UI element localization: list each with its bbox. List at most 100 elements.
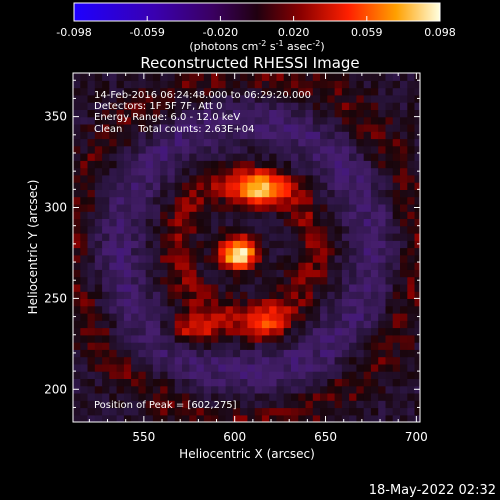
- heatmap-cell: [102, 407, 110, 416]
- heatmap-cell: [160, 240, 169, 249]
- heatmap-cell: [320, 400, 328, 409]
- heatmap-cell: [174, 109, 183, 118]
- heatmap-cell: [276, 414, 285, 422]
- heatmap-cell: [414, 145, 420, 154]
- heatmap-cell: [247, 203, 256, 212]
- heatmap-cell: [414, 414, 420, 422]
- heatmap-cell: [73, 211, 81, 219]
- heatmap-cell: [320, 312, 328, 321]
- heatmap-cell: [334, 109, 343, 118]
- heatmap-cell: [189, 356, 198, 365]
- heatmap-cell: [298, 131, 307, 140]
- heatmap-cell: [109, 298, 118, 307]
- heatmap-cell: [385, 218, 394, 227]
- heatmap-cell: [189, 334, 198, 343]
- heatmap-cell: [312, 80, 321, 89]
- heatmap-cell: [269, 240, 278, 249]
- heatmap-cell: [94, 94, 103, 103]
- heatmap-cell: [102, 356, 110, 365]
- heatmap-cell: [145, 378, 154, 387]
- heatmap-cell: [312, 378, 321, 387]
- heatmap-cell: [160, 283, 169, 292]
- heatmap-cell: [182, 240, 190, 249]
- heatmap-cell: [73, 349, 81, 358]
- heatmap-cell: [305, 174, 314, 183]
- heatmap-cell: [407, 138, 416, 147]
- heatmap-cell: [349, 276, 357, 285]
- heatmap-cell: [232, 138, 241, 147]
- heatmap-cell: [269, 160, 278, 169]
- heatmap-cell: [196, 189, 205, 198]
- heatmap-cell: [254, 94, 263, 103]
- heatmap-cell: [407, 414, 416, 422]
- heatmap-cell: [312, 94, 321, 103]
- heatmap-cell: [80, 342, 89, 350]
- heatmap-cell: [174, 269, 183, 278]
- heatmap-cell: [218, 327, 227, 336]
- heatmap-cell: [247, 385, 256, 394]
- heatmap-cell: [363, 283, 372, 292]
- heatmap-cell: [73, 334, 81, 343]
- heatmap-cell: [407, 334, 416, 343]
- heatmap-cell: [363, 233, 372, 241]
- heatmap-cell: [385, 291, 394, 299]
- heatmap-cell: [261, 349, 270, 358]
- heatmap-cell: [102, 116, 110, 125]
- heatmap-cell: [152, 174, 161, 183]
- heatmap-cell: [356, 225, 365, 234]
- heatmap-cell: [370, 254, 379, 263]
- heatmap-cell: [232, 342, 241, 350]
- heatmap-cell: [363, 94, 372, 103]
- heatmap-cell: [341, 87, 350, 96]
- heatmap-cell: [327, 342, 336, 350]
- heatmap-cell: [80, 109, 89, 118]
- heatmap-cell: [160, 123, 169, 132]
- heatmap-cell: [131, 240, 139, 249]
- heatmap-cell: [218, 305, 227, 314]
- heatmap-cell: [203, 269, 212, 278]
- heatmap-cell: [232, 174, 241, 183]
- heatmap-cell: [138, 167, 147, 176]
- heatmap-cell: [370, 174, 379, 183]
- heatmap-cell: [385, 269, 394, 278]
- heatmap-cell: [73, 312, 81, 321]
- heatmap-cell: [298, 87, 307, 96]
- heatmap-cell: [370, 233, 379, 241]
- heatmap-cell: [349, 73, 357, 81]
- heatmap-cell: [407, 385, 416, 394]
- heatmap-cell: [414, 254, 420, 263]
- heatmap-cell: [123, 102, 132, 110]
- heatmap-cell: [203, 312, 212, 321]
- heatmap-cell: [145, 123, 154, 132]
- heatmap-cell: [276, 283, 285, 292]
- heatmap-cell: [138, 305, 147, 314]
- heatmap-cell: [392, 349, 401, 358]
- heatmap-cell: [123, 138, 132, 147]
- heatmap-cell: [283, 87, 292, 96]
- heatmap-cell: [298, 342, 307, 350]
- heatmap-cell: [320, 349, 328, 358]
- heatmap-cell: [356, 145, 365, 154]
- heatmap-cell: [225, 138, 234, 147]
- heatmap-cell: [73, 407, 81, 416]
- heatmap-cell: [116, 334, 125, 343]
- heatmap-cell: [80, 276, 89, 285]
- heatmap-cell: [131, 254, 139, 263]
- heatmap-cell: [356, 153, 365, 161]
- heatmap-cell: [225, 123, 234, 132]
- heatmap-cell: [407, 298, 416, 307]
- heatmap-cell: [400, 298, 408, 307]
- heatmap-cell: [232, 167, 241, 176]
- heatmap-cell: [327, 138, 336, 147]
- heatmap-cell: [218, 138, 227, 147]
- heatmap-cell: [334, 153, 343, 161]
- heatmap-cell: [87, 80, 96, 89]
- heatmap-cell: [254, 196, 263, 205]
- heatmap-cell: [138, 342, 147, 350]
- heatmap-cell: [334, 218, 343, 227]
- heatmap-cell: [261, 73, 270, 81]
- heatmap-cell: [385, 407, 394, 416]
- heatmap-cell: [254, 225, 263, 234]
- heatmap-cell: [123, 262, 132, 270]
- heatmap-cell: [283, 131, 292, 140]
